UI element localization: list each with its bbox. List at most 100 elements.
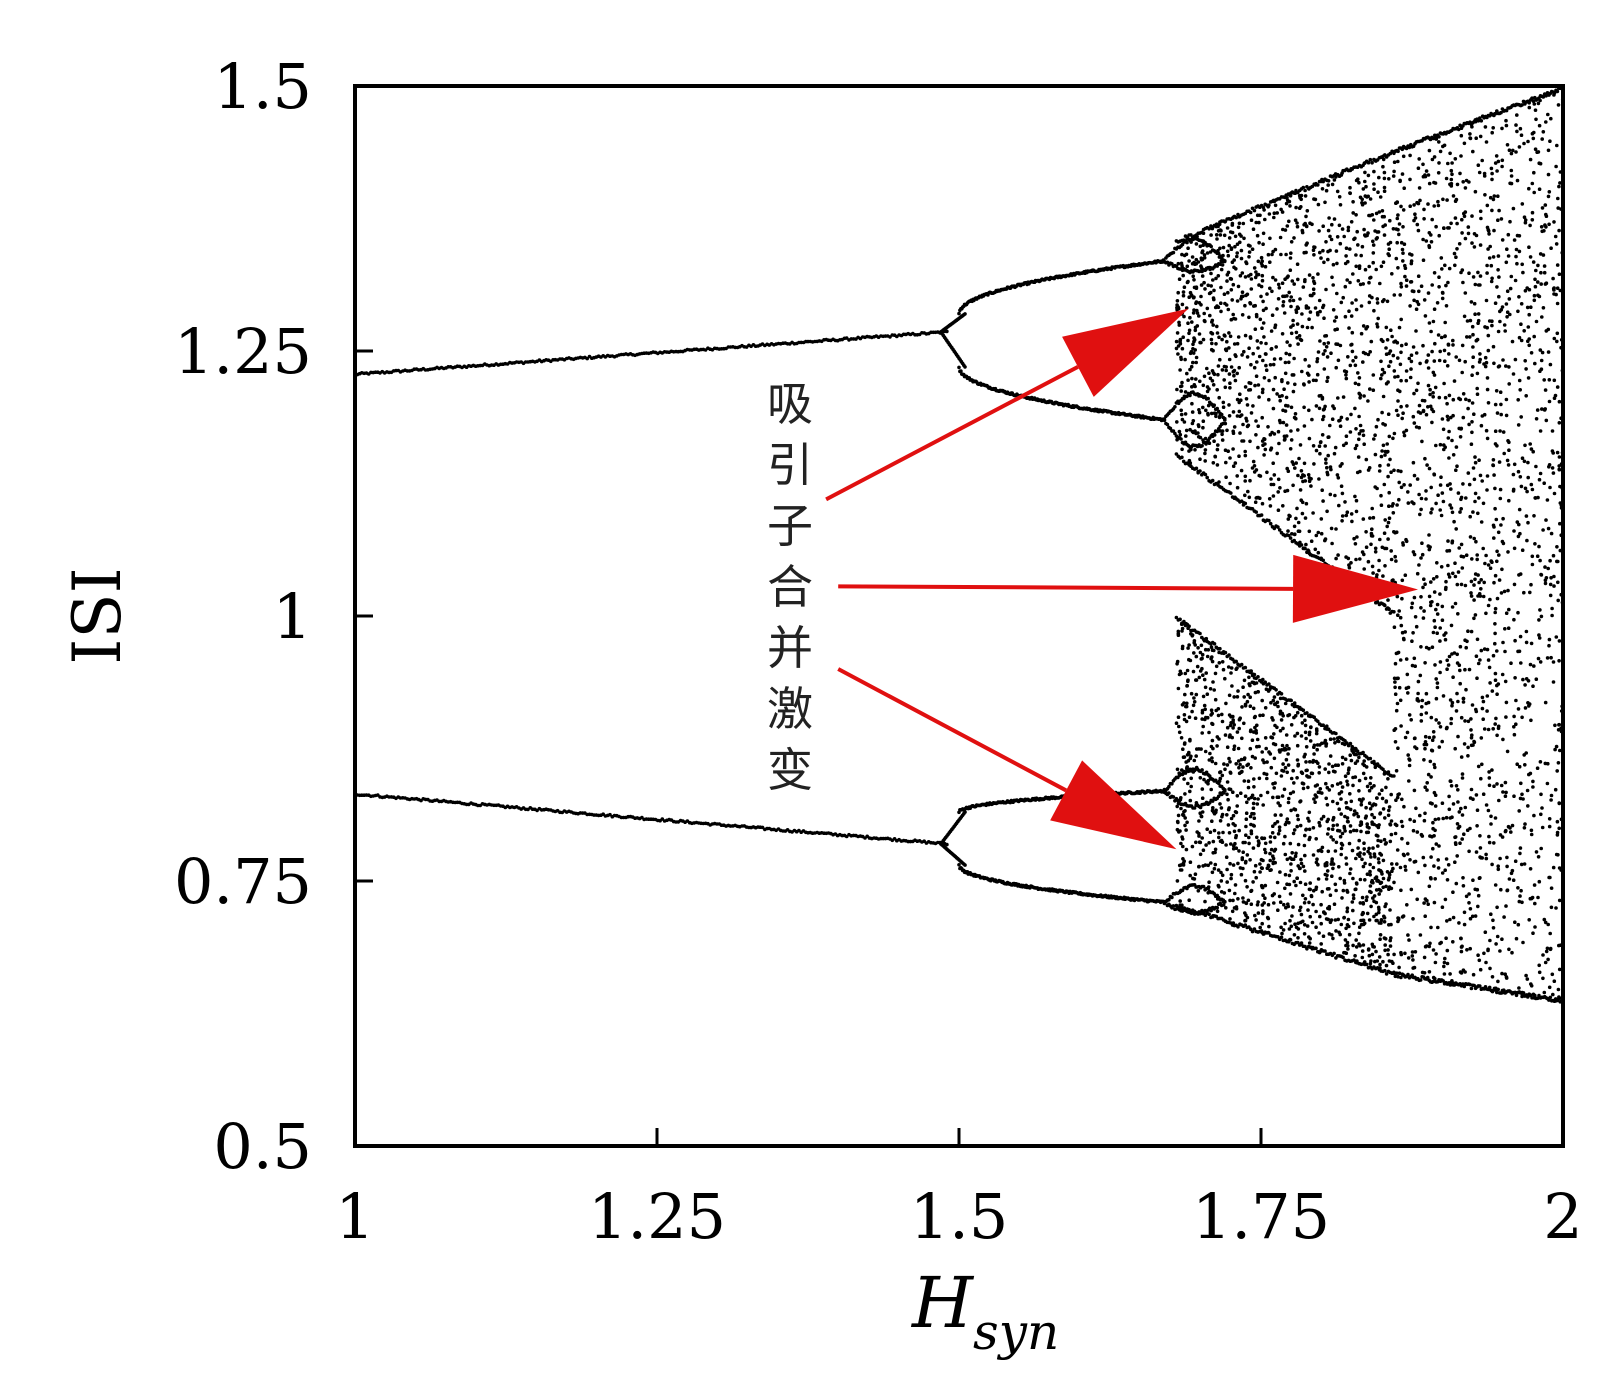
data-point [1229,288,1234,292]
data-point [1341,395,1346,399]
data-point [1466,754,1470,758]
data-point [1175,662,1179,666]
data-point [1177,830,1181,834]
data-point [1243,918,1248,923]
data-point [1331,823,1336,828]
data-point [1340,831,1345,836]
data-point [1391,353,1396,358]
data-point [1350,342,1354,347]
data-point [1331,936,1335,941]
data-point [1198,669,1203,673]
data-point [1260,501,1265,506]
data-point [1385,524,1389,529]
data-point [1356,279,1361,283]
data-point [1236,284,1241,289]
data-point [1364,530,1368,534]
data-point [1307,810,1312,815]
data-point [1448,151,1452,156]
data-point [1210,870,1215,875]
data-point [1344,943,1348,948]
data-point [1210,331,1215,336]
data-point [1272,357,1277,361]
data-point [1317,406,1322,411]
data-point [1398,615,1403,620]
data-point [1256,424,1260,429]
data-point [1185,668,1190,673]
data-point [1352,828,1356,833]
data-point [1334,527,1338,531]
data-point [1210,721,1214,726]
data-point [1293,532,1297,536]
data-point [1188,860,1193,864]
data-point [1382,298,1386,302]
data-point [1327,216,1331,220]
data-point [1251,227,1256,231]
data-point [1376,417,1380,422]
data-point [1247,388,1251,392]
data-point [1319,921,1323,926]
data-point [1232,747,1236,751]
data-point [1291,298,1296,303]
data-point [1221,400,1226,405]
data-point [1344,246,1349,250]
data-point [1350,349,1355,354]
data-point [1359,820,1363,824]
data-point [1380,367,1385,372]
data-point [1295,710,1300,715]
data-point [1210,655,1214,659]
data-point [1191,876,1195,881]
data-point [1162,418,1167,423]
data-point [1365,911,1370,916]
data-point [1326,228,1331,233]
data-point [1194,840,1198,845]
data-point [1330,857,1334,861]
data-point [1229,365,1234,369]
data-point [1348,247,1352,251]
data-point [1198,457,1202,462]
data-point [1287,873,1292,878]
data-point [1357,264,1362,268]
data-point [1323,767,1327,771]
data-point [1314,795,1319,799]
data-point [1247,841,1251,846]
data-point [1217,395,1221,400]
data-point [1271,387,1276,392]
data-point [1316,202,1321,207]
data-point [1324,877,1329,881]
data-point [1260,921,1264,926]
data-point [1311,511,1315,515]
data-point [1314,946,1318,951]
data-point [1421,855,1426,860]
data-point [1378,962,1382,967]
data-point [1299,912,1304,917]
data-point [1199,294,1203,299]
data-point [1357,838,1361,843]
data-point [1386,449,1390,454]
data-point [1297,193,1302,198]
data-point [1270,893,1275,898]
data-point [1549,793,1554,798]
data-point [1340,491,1345,496]
data-point [1272,732,1276,736]
data-point [1345,510,1350,514]
data-point [1220,660,1225,664]
data-point [945,329,949,334]
data-point [1205,654,1210,659]
data-point [1191,311,1196,315]
data-point [1386,474,1390,479]
data-point [1383,904,1387,909]
data-point [1334,365,1338,370]
data-point [1314,533,1319,538]
data-point [1209,284,1213,288]
data-point [1344,434,1349,439]
data-point [1329,237,1334,242]
data-point [1355,229,1359,234]
data-point [1368,756,1373,761]
data-point [1295,824,1299,829]
data-point [1211,404,1216,409]
data-point [1357,376,1362,380]
data-point [1380,410,1384,415]
data-point [1276,429,1281,434]
data-point [1360,895,1365,900]
